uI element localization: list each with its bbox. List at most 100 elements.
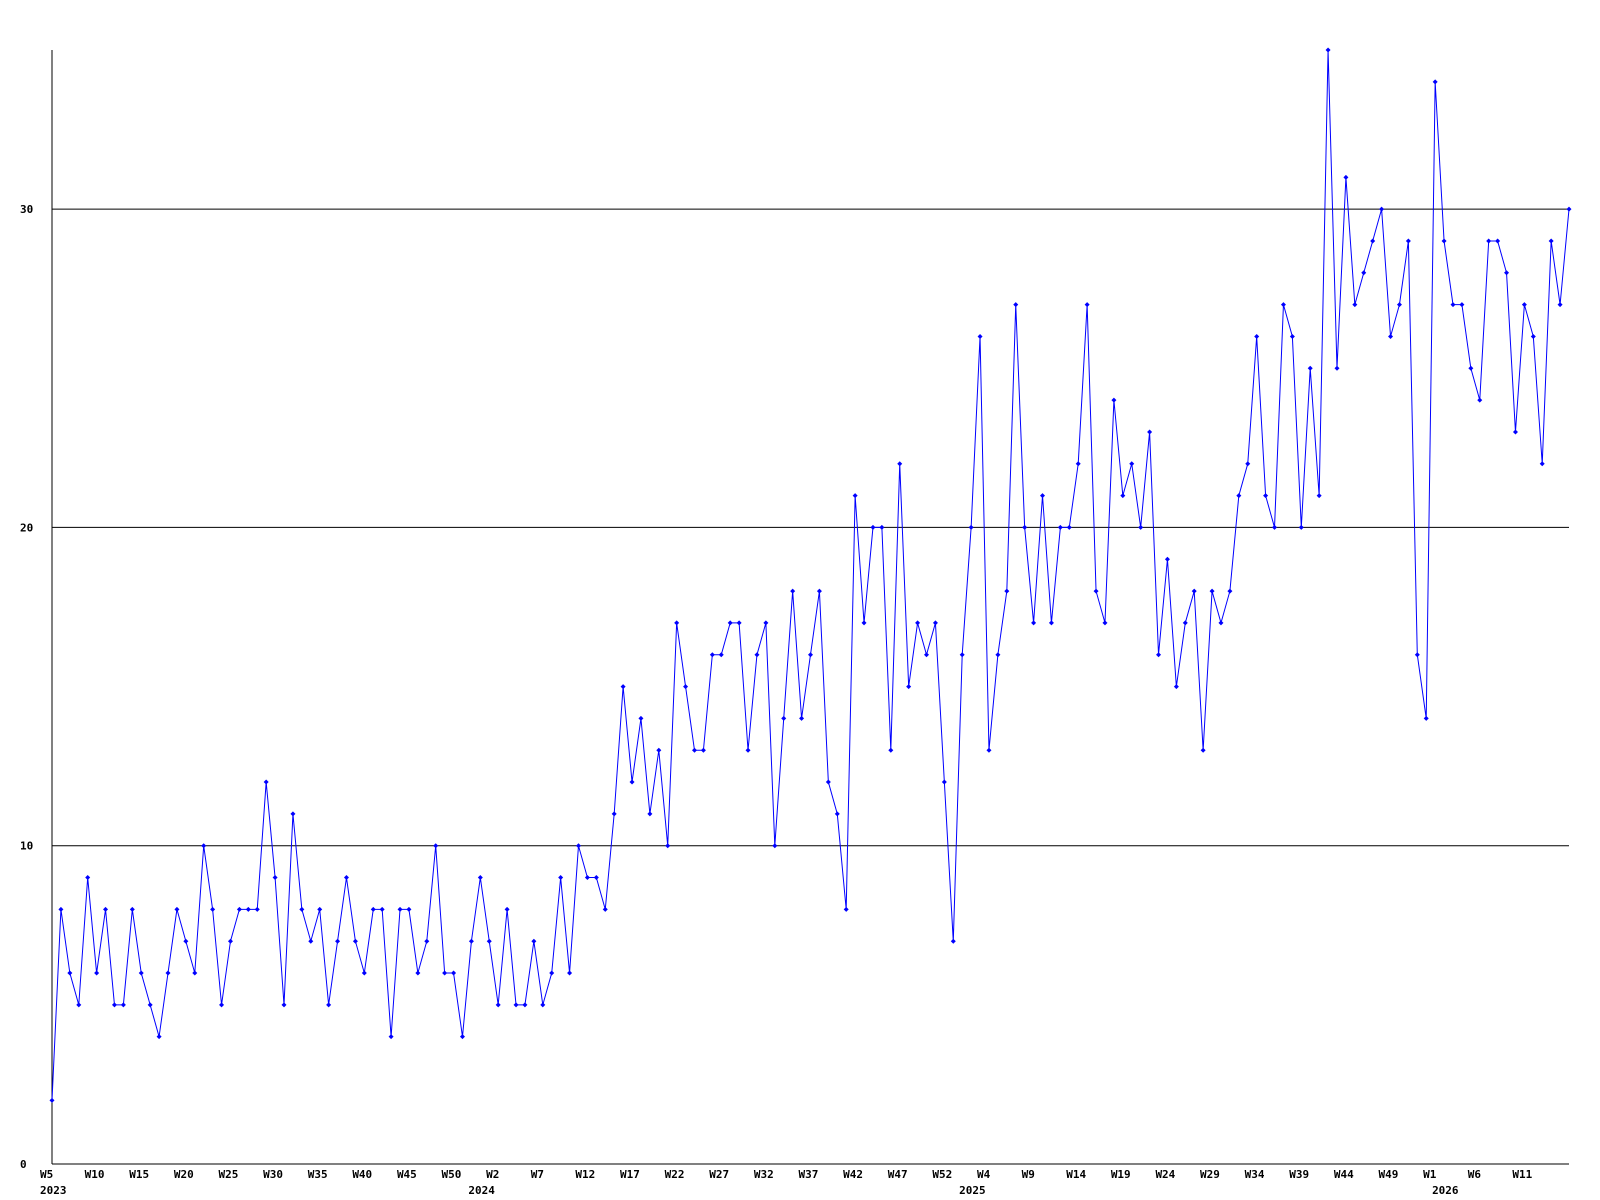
- y-tick-label: 20: [20, 521, 33, 534]
- data-point: [1388, 333, 1394, 339]
- x-tick-label: W47: [888, 1168, 908, 1181]
- data-point: [129, 906, 135, 912]
- data-point: [236, 906, 242, 912]
- data-point: [1432, 79, 1438, 85]
- data-point: [1486, 238, 1492, 244]
- data-point: [111, 1002, 117, 1008]
- x-tick-label: W7: [531, 1168, 544, 1181]
- data-point: [1495, 238, 1501, 244]
- year-label: 2024: [468, 1184, 495, 1197]
- x-tick-label: W40: [352, 1168, 372, 1181]
- data-point: [959, 652, 965, 658]
- x-tick-label: W12: [575, 1168, 595, 1181]
- data-point: [1530, 333, 1536, 339]
- data-point: [1307, 365, 1313, 371]
- data-point: [1521, 302, 1527, 308]
- x-tick-label: W42: [843, 1168, 863, 1181]
- data-point: [1504, 270, 1510, 276]
- data-point: [1396, 302, 1402, 308]
- data-point: [165, 970, 171, 976]
- x-tick-label: W24: [1155, 1168, 1175, 1181]
- x-tick-label: W14: [1066, 1168, 1086, 1181]
- x-tick-label: W5: [40, 1168, 53, 1181]
- data-point: [736, 620, 742, 626]
- data-point: [335, 938, 341, 944]
- data-point: [638, 715, 644, 721]
- data-point: [1218, 620, 1224, 626]
- data-point: [584, 875, 590, 881]
- data-point: [415, 970, 421, 976]
- data-point: [210, 906, 216, 912]
- data-point: [1566, 206, 1572, 212]
- x-tick-label: W25: [218, 1168, 238, 1181]
- data-point: [745, 747, 751, 753]
- data-point: [888, 747, 894, 753]
- data-point: [709, 652, 715, 658]
- data-point: [700, 747, 706, 753]
- data-point: [1512, 429, 1518, 435]
- data-line: [51, 49, 1570, 1101]
- data-point: [941, 779, 947, 785]
- data-point: [1352, 302, 1358, 308]
- data-point: [424, 938, 430, 944]
- x-tick-label: W32: [754, 1168, 774, 1181]
- data-point: [379, 906, 385, 912]
- data-point: [245, 906, 251, 912]
- data-point: [486, 938, 492, 944]
- data-point: [1316, 493, 1322, 499]
- y-tick-label: 0: [20, 1158, 27, 1171]
- data-point: [1236, 493, 1242, 499]
- data-point: [665, 843, 671, 849]
- data-point: [531, 938, 537, 944]
- data-point: [620, 684, 626, 690]
- data-point: [924, 652, 930, 658]
- data-point: [1093, 588, 1099, 594]
- data-point: [1423, 715, 1429, 721]
- data-point: [1272, 524, 1278, 530]
- data-point: [219, 1002, 225, 1008]
- data-point: [1040, 493, 1046, 499]
- data-point: [1004, 588, 1010, 594]
- x-tick-label: W20: [174, 1168, 194, 1181]
- data-point: [1129, 461, 1135, 467]
- data-point: [459, 1034, 465, 1040]
- data-point: [558, 875, 564, 881]
- data-point: [326, 1002, 332, 1008]
- data-point: [763, 620, 769, 626]
- x-tick-label: W22: [665, 1168, 685, 1181]
- x-tick-label: W27: [709, 1168, 729, 1181]
- data-point: [352, 938, 358, 944]
- x-tick-label: W17: [620, 1168, 640, 1181]
- data-point: [567, 970, 573, 976]
- data-point: [816, 588, 822, 594]
- data-point: [227, 938, 233, 944]
- x-tick-label: W15: [129, 1168, 149, 1181]
- x-tick-label: W6: [1468, 1168, 1482, 1181]
- x-tick-label: W49: [1379, 1168, 1399, 1181]
- data-point: [629, 779, 635, 785]
- data-point: [299, 906, 305, 912]
- data-point: [683, 684, 689, 690]
- data-point: [174, 906, 180, 912]
- data-point: [361, 970, 367, 976]
- data-point: [1254, 333, 1260, 339]
- data-point: [897, 461, 903, 467]
- data-point: [183, 938, 189, 944]
- data-point: [808, 652, 813, 658]
- data-point: [1325, 47, 1331, 53]
- y-tick-label: 10: [20, 840, 33, 853]
- data-point: [1289, 333, 1295, 339]
- data-point: [727, 620, 733, 626]
- data-point: [147, 1002, 153, 1008]
- data-point: [1379, 206, 1385, 212]
- data-point: [254, 906, 260, 912]
- data-point: [906, 684, 912, 690]
- data-point: [94, 970, 100, 976]
- data-point: [691, 747, 697, 753]
- data-point: [1405, 238, 1411, 244]
- data-point: [549, 970, 555, 976]
- data-point: [192, 970, 198, 976]
- data-point: [1334, 365, 1340, 371]
- data-point: [772, 843, 778, 849]
- data-point: [915, 620, 921, 626]
